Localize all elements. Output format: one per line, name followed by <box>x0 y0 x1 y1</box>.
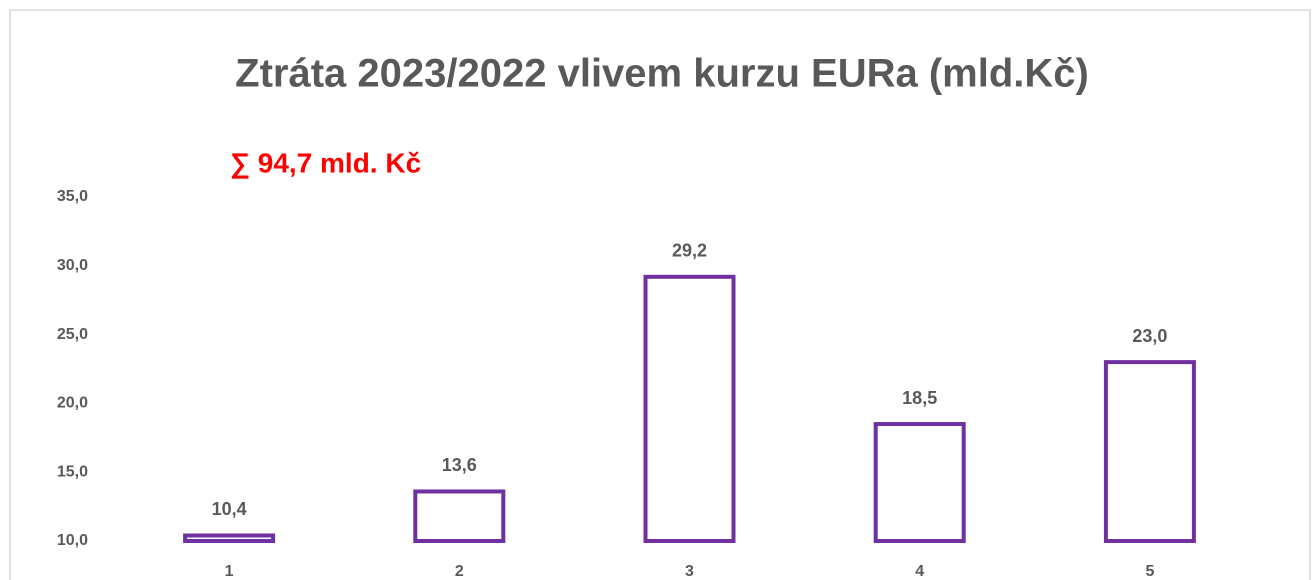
y-tick-label: 35,0 <box>57 188 88 205</box>
value-label: 13,6 <box>442 455 477 475</box>
bar <box>1103 360 1196 543</box>
y-tick-label: 15,0 <box>57 463 88 480</box>
value-label: 18,5 <box>902 388 937 408</box>
x-tick-label: 5 <box>1145 563 1154 580</box>
y-tick-label: 20,0 <box>57 395 88 412</box>
value-label: 10,4 <box>212 499 247 519</box>
x-tick-label: 1 <box>225 563 234 580</box>
y-tick-label: 25,0 <box>57 326 88 343</box>
chart-border <box>9 9 1311 580</box>
y-tick-label: 10,0 <box>57 532 88 549</box>
bar <box>183 533 276 543</box>
value-label: 23,0 <box>1132 326 1167 346</box>
bar <box>873 422 966 544</box>
value-label: 29,2 <box>672 241 707 261</box>
bar <box>413 489 506 543</box>
bar <box>643 274 736 543</box>
chart-title: Ztráta 2023/2022 vlivem kurzu EURa (mld.… <box>235 52 1089 96</box>
annotation: ∑ 94,7 mld. Kč <box>230 147 421 179</box>
x-tick-label: 4 <box>915 563 924 580</box>
x-tick-label: 3 <box>685 563 694 580</box>
y-tick-label: 30,0 <box>57 257 88 274</box>
x-tick-label: 2 <box>455 563 464 580</box>
